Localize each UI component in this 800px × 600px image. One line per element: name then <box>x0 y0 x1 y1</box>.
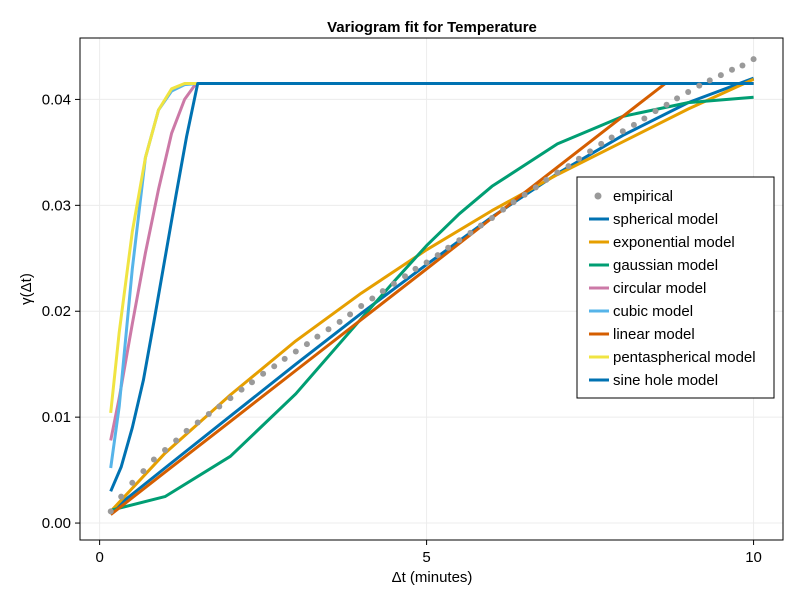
legend-box <box>576 176 775 399</box>
empirical-point <box>216 403 223 410</box>
legend: empirical spherical model exponential mode… <box>576 176 775 399</box>
empirical-point <box>162 446 169 453</box>
legend-marker-empirical <box>594 192 602 200</box>
x-tick-label: 0 <box>95 549 103 566</box>
empirical-point <box>445 244 452 251</box>
chart-title: Variogram fit for Temperature <box>327 19 537 36</box>
empirical-point <box>456 237 463 244</box>
empirical-point <box>194 419 201 426</box>
legend-label-spherical-model: spherical model <box>613 211 718 228</box>
y-tick-label: 0.04 <box>42 91 71 108</box>
empirical-point <box>641 115 648 122</box>
empirical-point <box>173 437 180 444</box>
empirical-point <box>565 163 572 170</box>
empirical-point <box>336 318 343 325</box>
linear-model-line <box>109 82 754 516</box>
empirical-point <box>554 169 561 176</box>
empirical-point <box>227 395 234 402</box>
empirical-point <box>183 427 190 434</box>
empirical-point <box>281 355 288 362</box>
empirical-point <box>150 456 157 463</box>
empirical-point <box>314 333 321 340</box>
x-tick-label: 10 <box>745 549 762 566</box>
empirical-point <box>423 259 430 266</box>
series-layer <box>109 76 755 516</box>
empirical-point <box>510 199 517 206</box>
empirical-point <box>750 56 757 63</box>
x-axis-label: Δt (minutes) <box>392 569 473 586</box>
empirical-point <box>521 191 528 198</box>
empirical-point <box>379 288 386 295</box>
empirical-point <box>500 206 507 213</box>
empirical-point <box>467 229 474 236</box>
empirical-point <box>248 379 255 386</box>
empirical-point <box>674 95 681 102</box>
empirical-point <box>303 341 310 348</box>
empirical-point <box>129 479 136 486</box>
empirical-point <box>652 108 659 115</box>
y-tick-label: 0.02 <box>42 303 71 320</box>
empirical-point <box>402 273 409 280</box>
empirical-point <box>260 370 267 377</box>
empirical-point <box>292 348 299 355</box>
axis-ticks: 0 5 10 0.00 0.01 0.02 0.03 0.04 <box>42 91 762 566</box>
empirical-point <box>358 302 365 309</box>
empirical-point <box>347 311 354 318</box>
empirical-point <box>238 386 245 393</box>
empirical-point <box>630 121 637 128</box>
plot-frame <box>79 37 784 541</box>
empirical-point <box>685 89 692 96</box>
empirical-point <box>587 148 594 155</box>
empirical-point <box>412 265 419 272</box>
legend-label-cubic-model: cubic model <box>613 303 693 320</box>
empirical-point <box>575 155 582 162</box>
empirical-point <box>532 184 539 191</box>
pentaspherical-model-line <box>109 82 754 414</box>
empirical-point <box>271 363 278 370</box>
empirical-point <box>488 215 495 222</box>
empirical-point <box>619 128 626 135</box>
empirical-point <box>369 295 376 302</box>
empirical-points <box>107 56 757 515</box>
x-tick-label: 5 <box>422 549 430 566</box>
empirical-point <box>696 82 703 89</box>
legend-label-pentaspherical-model: pentaspherical model <box>613 349 756 366</box>
sine-hole-model-line <box>109 82 754 492</box>
empirical-point <box>140 468 147 475</box>
empirical-point <box>706 77 713 84</box>
empirical-point <box>728 66 735 73</box>
y-axis-label: γ(Δt) <box>18 273 35 305</box>
empirical-point <box>663 101 670 108</box>
y-tick-label: 0.03 <box>42 197 71 214</box>
legend-label-gaussian-model: gaussian model <box>613 257 718 274</box>
empirical-point <box>717 72 724 79</box>
empirical-point <box>107 508 114 515</box>
legend-label-exponential-model: exponential model <box>613 234 735 251</box>
empirical-point <box>390 280 397 287</box>
empirical-point <box>205 410 212 417</box>
legend-label-circular-model: circular model <box>613 280 706 297</box>
empirical-point <box>434 252 441 259</box>
legend-label-linear-model: linear model <box>613 326 695 343</box>
legend-label-empirical: empirical <box>613 188 673 205</box>
y-tick-label: 0.01 <box>42 409 71 426</box>
empirical-point <box>543 176 550 183</box>
empirical-point <box>598 140 605 147</box>
empirical-point <box>739 62 746 69</box>
empirical-point <box>608 134 615 141</box>
empirical-point <box>477 222 484 229</box>
empirical-point <box>118 493 125 500</box>
y-tick-label: 0.00 <box>42 515 71 532</box>
empirical-point <box>325 326 332 333</box>
legend-label-sine-hole-model: sine hole model <box>613 372 718 389</box>
